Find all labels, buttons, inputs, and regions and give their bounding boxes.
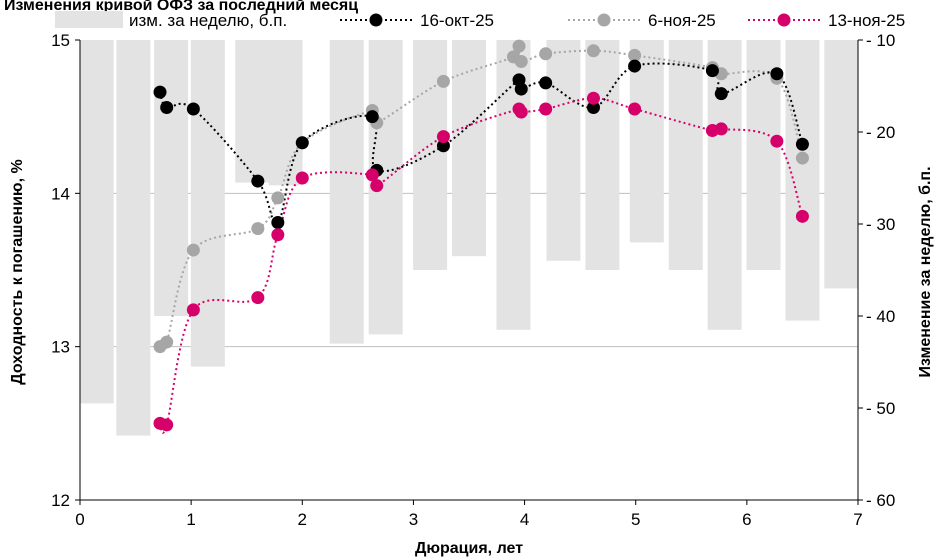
bar — [707, 40, 742, 330]
data-point — [160, 100, 174, 114]
data-point — [795, 209, 809, 223]
data-point — [539, 47, 553, 61]
data-point — [514, 54, 528, 68]
y-tick-label: 13 — [51, 338, 70, 357]
data-point — [770, 134, 784, 148]
y-tick-label: 12 — [51, 491, 70, 510]
bar — [785, 40, 820, 321]
bar — [629, 40, 664, 243]
legend-swatch-dot — [777, 13, 791, 27]
bar — [452, 40, 486, 257]
data-point — [514, 105, 528, 119]
data-point — [539, 102, 553, 116]
data-point — [795, 151, 809, 165]
data-point — [628, 59, 642, 73]
x-tick-label: 0 — [75, 510, 84, 529]
y2-axis-title: Изменение за неделю, б.п. — [917, 166, 934, 377]
y-axis-title: Доходность к погашению, % — [9, 159, 26, 384]
chart-title: Изменения кривой ОФЗ за последний месяц — [4, 0, 358, 14]
bar — [190, 40, 225, 367]
bar — [668, 40, 703, 270]
data-point — [586, 44, 600, 58]
data-point — [770, 67, 784, 81]
x-tick-label: 1 — [186, 510, 195, 529]
bar — [154, 40, 189, 316]
y2-tick-label: - 30 — [866, 215, 895, 234]
x-tick-label: 2 — [298, 510, 307, 529]
bar — [329, 40, 364, 344]
data-point — [714, 87, 728, 101]
data-point — [586, 91, 600, 105]
bar — [546, 40, 581, 261]
data-point — [512, 39, 526, 53]
x-tick-label: 6 — [742, 510, 751, 529]
y-tick-label: 14 — [51, 184, 70, 203]
bar — [116, 40, 151, 436]
data-point — [539, 76, 553, 90]
data-point — [271, 215, 285, 229]
data-point — [251, 291, 265, 305]
data-point — [295, 171, 309, 185]
data-point — [436, 130, 450, 144]
data-point — [436, 139, 450, 153]
x-axis-title: Дюрация, лет — [415, 540, 523, 557]
legend-swatch-dot — [597, 13, 611, 27]
data-point — [714, 122, 728, 136]
data-point — [271, 228, 285, 242]
data-point — [251, 174, 265, 188]
y2-tick-label: - 60 — [866, 491, 895, 510]
x-tick-label: 5 — [631, 510, 640, 529]
data-point — [160, 418, 174, 432]
data-point — [160, 335, 174, 349]
bar — [268, 40, 303, 186]
bar — [79, 40, 114, 404]
x-tick-label: 4 — [520, 510, 529, 529]
legend-label: 6-ноя-25 — [648, 11, 716, 30]
data-point — [365, 168, 379, 182]
data-point — [436, 74, 450, 88]
data-point — [153, 85, 167, 99]
legend-label: 13-ноя-25 — [828, 11, 905, 30]
data-point — [586, 100, 600, 114]
data-point — [251, 222, 265, 236]
data-point — [186, 102, 200, 116]
x-tick-label: 3 — [409, 510, 418, 529]
data-point — [795, 137, 809, 151]
bar — [824, 40, 859, 289]
legend-label-bars: изм. за неделю, б.п. — [129, 11, 287, 30]
legend-swatch-dot — [369, 13, 383, 27]
legend-label: 16-окт-25 — [420, 11, 494, 30]
data-point — [514, 82, 528, 96]
y2-tick-label: - 10 — [866, 31, 895, 50]
data-point — [365, 110, 379, 124]
data-point — [628, 48, 642, 62]
y2-tick-label: - 50 — [866, 399, 895, 418]
bar — [413, 40, 448, 270]
data-point — [295, 136, 309, 150]
y2-tick-label: - 20 — [866, 123, 895, 142]
bar — [585, 40, 620, 270]
y2-tick-label: - 40 — [866, 307, 895, 326]
data-point — [705, 64, 719, 78]
legend-swatch-bars — [55, 11, 123, 28]
data-point — [186, 243, 200, 257]
data-point — [628, 102, 642, 116]
y-tick-label: 15 — [51, 31, 70, 50]
data-point — [186, 303, 200, 317]
bar — [235, 40, 270, 183]
x-tick-label: 7 — [853, 510, 862, 529]
data-point — [370, 179, 384, 193]
data-point — [271, 191, 285, 205]
